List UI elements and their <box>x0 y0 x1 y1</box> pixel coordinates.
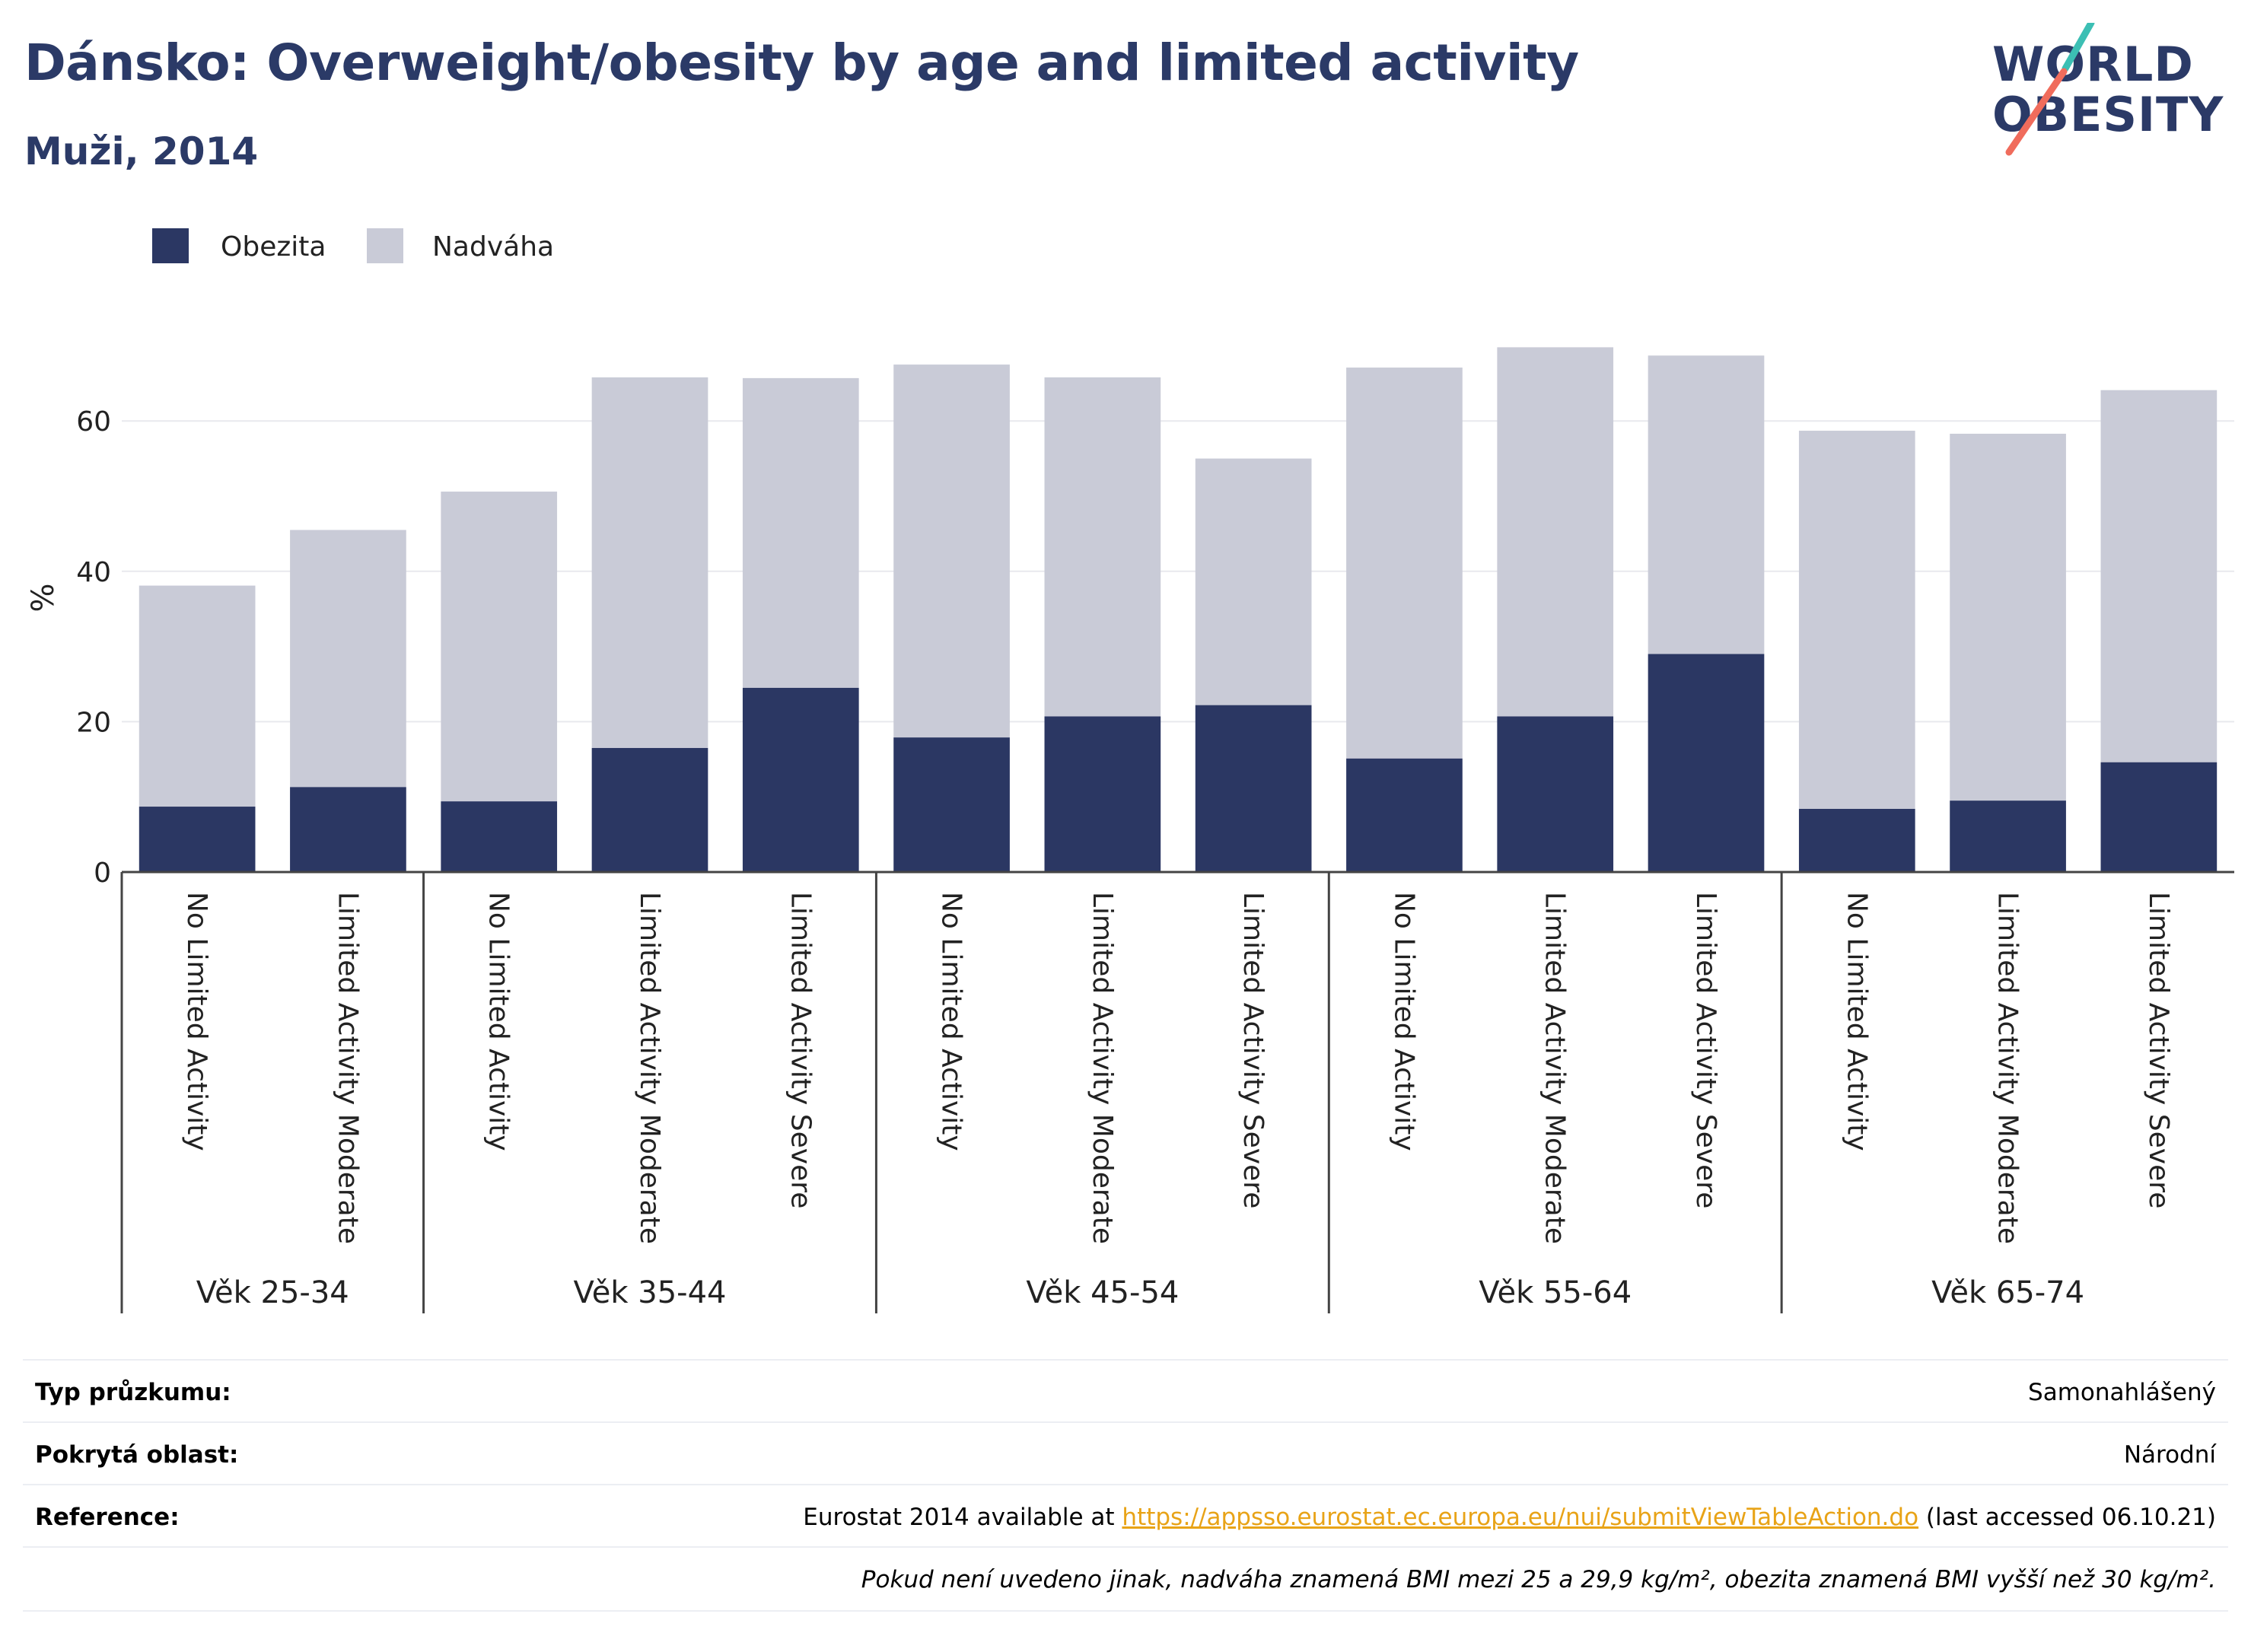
page-subtitle: Muži, 2014 <box>24 129 259 173</box>
bar-obesity <box>893 737 1010 872</box>
bar-obesity <box>1044 716 1161 872</box>
survey-label: Typ průzkumu: <box>35 1379 231 1406</box>
bar-overweight <box>1497 347 1614 717</box>
y-axis-title: % <box>26 583 61 612</box>
bar-obesity <box>138 807 256 872</box>
legend-label-obezita: Obezita <box>221 231 326 263</box>
x-group-label: Věk 25-34 <box>196 1275 349 1310</box>
x-category-label: Limited Activity Severe <box>1690 892 1721 1208</box>
legend-label-nadvaha: Nadváha <box>432 231 554 263</box>
x-group-label: Věk 55-64 <box>1479 1275 1632 1310</box>
bar-overweight <box>742 377 859 688</box>
x-category-label: No Limited Activity <box>936 892 967 1151</box>
info-row-area: Pokrytá oblast: Národní <box>23 1421 2228 1485</box>
bar-overweight <box>1648 355 1765 654</box>
area-value: Národní <box>2123 1441 2216 1469</box>
x-category-label: Limited Activity Moderate <box>1539 892 1571 1244</box>
y-tick-label: 40 <box>76 557 111 588</box>
x-category-label: Limited Activity Moderate <box>634 892 665 1244</box>
chart-area: 0 20 40 60% No Limited Activity Limited Activ… <box>26 228 2234 1313</box>
bar-overweight <box>1798 431 1915 810</box>
bar-overweight <box>1195 458 1312 705</box>
info-row-survey: Typ průzkumu: Samonahlášený <box>23 1359 2228 1423</box>
reference-suffix: (last accessed 06.10.21) <box>1925 1504 2216 1531</box>
x-group-label: Věk 45-54 <box>1026 1275 1179 1310</box>
x-category-label: No Limited Activity <box>1841 892 1872 1151</box>
bar-obesity <box>1346 758 1463 872</box>
bar-obesity <box>1798 809 1915 872</box>
legend-swatch-nadvaha <box>367 228 403 263</box>
x-category-label: Limited Activity Moderate <box>1992 892 2023 1244</box>
bar-obesity <box>591 747 708 872</box>
info-row-note: Pokud není uvedeno jinak, nadváha znamen… <box>23 1546 2228 1612</box>
bar-overweight <box>2100 390 2218 762</box>
page-title: Dánsko: Overweight/obesity by age and li… <box>24 33 1579 92</box>
bar-obesity <box>441 801 558 872</box>
bar-overweight <box>138 585 256 807</box>
x-group-label: Věk 35-44 <box>574 1275 727 1310</box>
x-category-label: Limited Activity Moderate <box>332 892 363 1244</box>
reference-link[interactable]: https://appsso.eurostat.ec.europa.eu/nui… <box>1122 1504 1919 1531</box>
reference-value: Eurostat 2014 available at https://appss… <box>803 1504 2216 1531</box>
bar-overweight <box>1950 433 2066 801</box>
x-category-label: Limited Activity Severe <box>2143 892 2174 1208</box>
info-row-reference: Reference: Eurostat 2014 available at ht… <box>23 1484 2228 1548</box>
y-tick-label: 20 <box>76 707 111 738</box>
bar-obesity <box>1950 801 2066 872</box>
bar-overweight <box>1346 368 1463 759</box>
reference-label: Reference: <box>35 1504 180 1531</box>
x-category-label: No Limited Activity <box>483 892 514 1151</box>
bar-overweight <box>591 377 708 748</box>
bar-obesity <box>1648 654 1765 872</box>
bar-obesity <box>290 787 406 872</box>
bar-overweight <box>290 530 406 788</box>
bar-obesity <box>1195 705 1312 872</box>
bar-obesity <box>1497 716 1614 872</box>
x-category-label: No Limited Activity <box>1388 892 1419 1151</box>
bar-overweight <box>441 492 558 802</box>
bar-overweight <box>1044 377 1161 717</box>
y-tick-label: 0 <box>94 858 111 889</box>
legend-swatch-obezita <box>152 228 189 263</box>
x-category-label: No Limited Activity <box>181 892 212 1151</box>
world-obesity-logo: WORLD OBESITY <box>1979 23 2237 167</box>
x-category-label: Limited Activity Moderate <box>1087 892 1118 1244</box>
logo-slash-icon <box>2005 23 2095 156</box>
area-label: Pokrytá oblast: <box>35 1441 239 1469</box>
y-tick-label: 60 <box>76 406 111 438</box>
survey-value: Samonahlášený <box>2028 1379 2216 1406</box>
bar-obesity <box>742 687 859 872</box>
x-category-label: Limited Activity Severe <box>1237 892 1269 1208</box>
bar-obesity <box>2100 762 2218 872</box>
definition-note: Pokud není uvedeno jinak, nadváha znamen… <box>861 1566 2216 1593</box>
x-group-label: Věk 65-74 <box>1931 1275 2084 1310</box>
bar-overweight <box>893 364 1010 738</box>
x-category-label: Limited Activity Severe <box>785 892 816 1208</box>
reference-prefix: Eurostat 2014 available at <box>803 1504 1115 1531</box>
logo-line-1: WORLD <box>1992 37 2194 92</box>
